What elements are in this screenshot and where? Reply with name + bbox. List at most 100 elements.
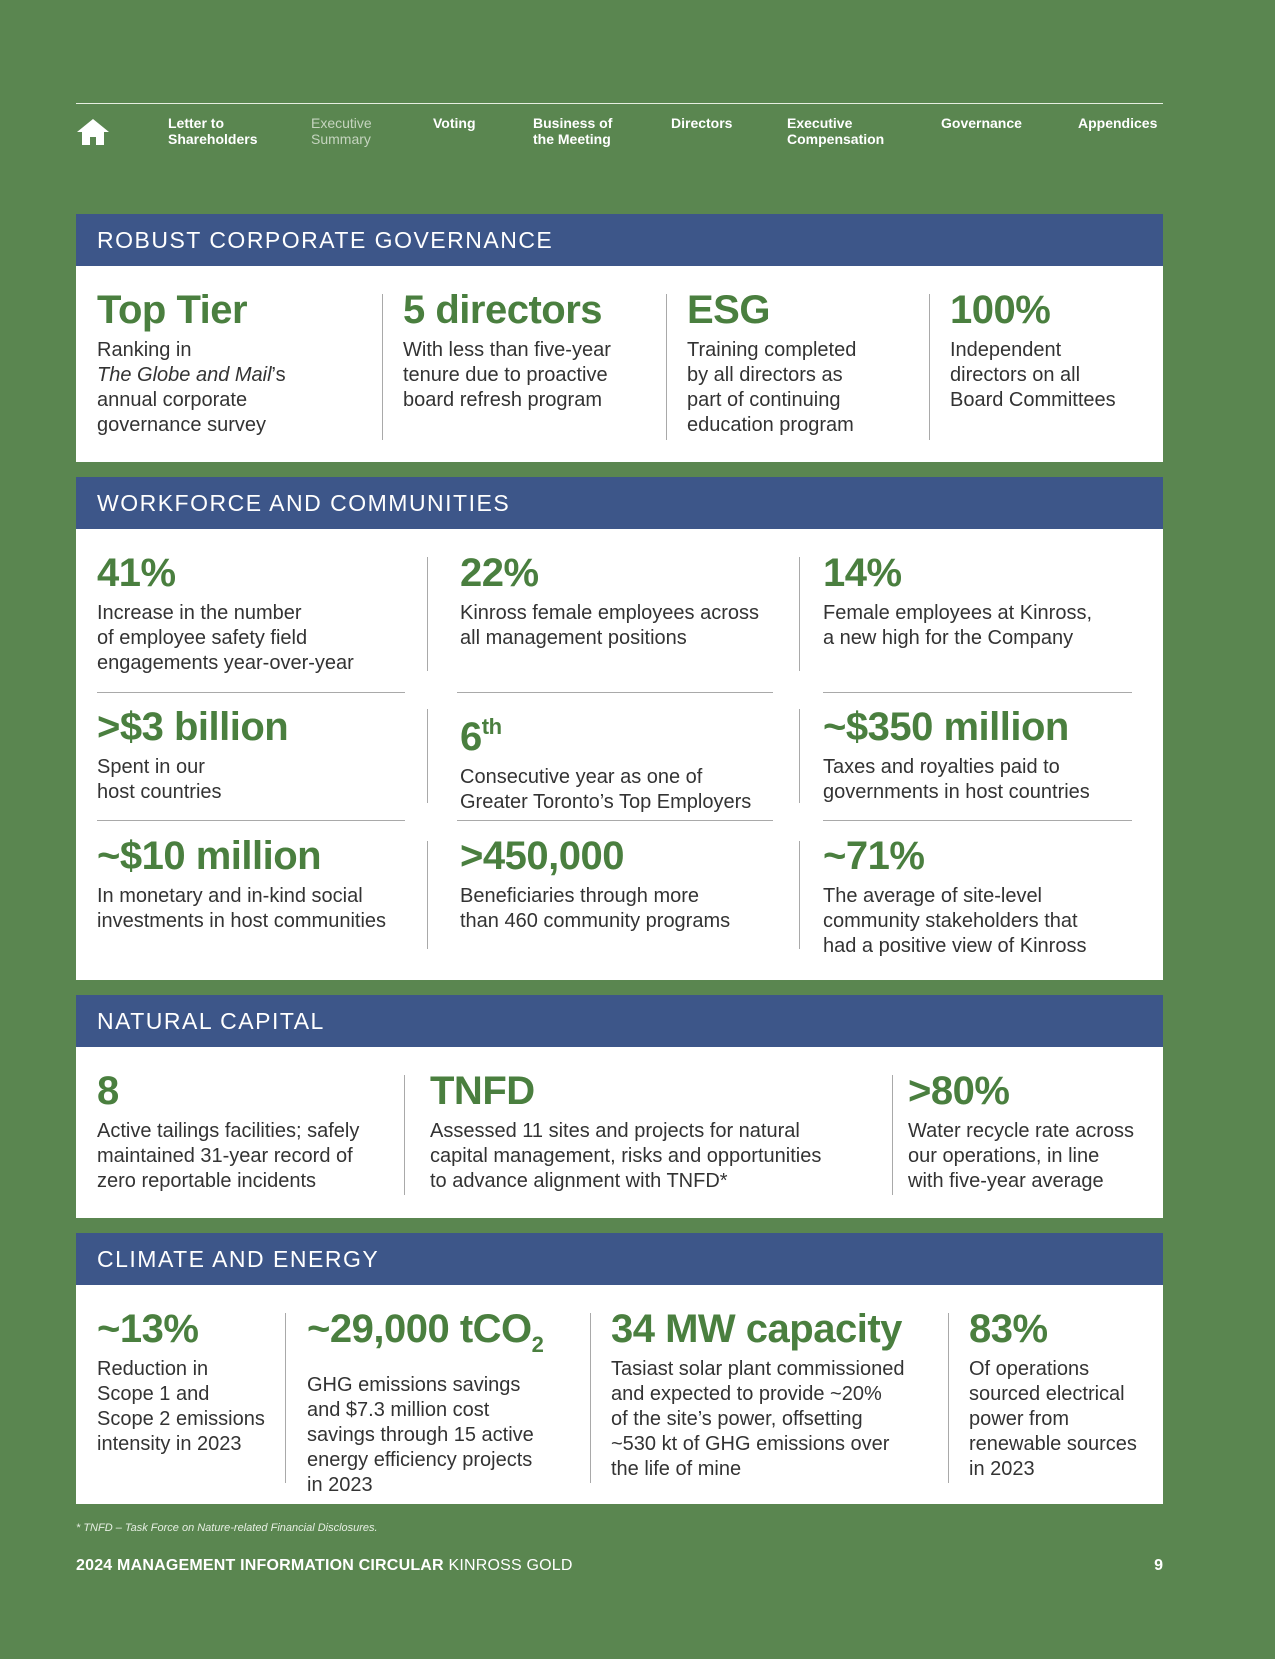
- stat-22-percent: 22% Kinross female employees across all …: [460, 551, 790, 651]
- stat-5-directors: 5 directors With less than five-year ten…: [403, 288, 653, 413]
- column-divider: [799, 709, 800, 803]
- row-divider: [457, 820, 773, 821]
- stat-450000: >450,000 Beneficiaries through more than…: [460, 834, 790, 934]
- nav-governance[interactable]: Governance: [941, 115, 1022, 131]
- stat-350-million: ~$350 million Taxes and royalties paid t…: [823, 705, 1143, 805]
- stat-description: In monetary and in-kind social investmen…: [97, 885, 387, 932]
- stat-value: 41%: [97, 551, 176, 595]
- stat-value: 34 MW capacity: [611, 1307, 902, 1351]
- stat-value: ~$350 million: [823, 705, 1069, 749]
- stat-value: 83%: [969, 1307, 1048, 1351]
- stat-description: Increase in the number of employee safet…: [97, 602, 354, 674]
- stat-value: 8: [97, 1069, 119, 1113]
- stat-80-percent: >80% Water recycle rate across our opera…: [908, 1069, 1158, 1194]
- section-title: WORKFORCE AND COMMUNITIES: [76, 477, 1163, 529]
- stat-description: Water recycle rate across our operations…: [908, 1120, 1134, 1192]
- stat-value: ~13%: [97, 1307, 199, 1351]
- stat-value: 100%: [950, 288, 1051, 332]
- stat-value: >80%: [908, 1069, 1010, 1113]
- column-divider: [948, 1313, 949, 1483]
- stat-description: Female employees at Kinross, a new high …: [823, 602, 1093, 649]
- stat-description: Active tailings facilities; safely maint…: [97, 1120, 360, 1192]
- stat-value: 5 directors: [403, 288, 603, 332]
- column-divider: [427, 557, 428, 671]
- column-divider: [382, 294, 383, 440]
- stat-value: 22%: [460, 551, 539, 595]
- stat-description: Spent in our host countries: [97, 756, 222, 803]
- stat-41-percent: 41% Increase in the number of employee s…: [97, 551, 417, 676]
- section-title: NATURAL CAPITAL: [76, 995, 1163, 1047]
- stat-value: ESG: [687, 288, 770, 332]
- stat-100-percent: 100% Independent directors on all Board …: [950, 288, 1150, 413]
- stat-value: ~$10 million: [97, 834, 322, 878]
- stat-description: Assessed 11 sites and projects for natur…: [430, 1120, 822, 1192]
- stat-10-million: ~$10 million In monetary and in-kind soc…: [97, 834, 417, 934]
- stat-value: 14%: [823, 551, 902, 595]
- stat-6th: 6th Consecutive year as one of Greater T…: [460, 705, 790, 815]
- stat-description: Training completed by all directors as p…: [687, 339, 857, 436]
- row-divider: [823, 692, 1132, 693]
- stat-description: The average of site-level community stak…: [823, 885, 1087, 957]
- climate-energy-section: CLIMATE AND ENERGY ~13% Reduction in Sco…: [76, 1233, 1163, 1504]
- nav-business-of-the-meeting[interactable]: Business of the Meeting: [533, 115, 613, 147]
- stat-value: ~71%: [823, 834, 925, 878]
- stat-value: >$3 billion: [97, 705, 289, 749]
- home-icon[interactable]: [76, 118, 110, 146]
- column-divider: [666, 294, 667, 440]
- stat-8-tailings: 8 Active tailings facilities; safely mai…: [97, 1069, 397, 1194]
- row-divider: [97, 692, 405, 693]
- column-divider: [404, 1075, 405, 1195]
- governance-section: ROBUST CORPORATE GOVERNANCE Top Tier Ran…: [76, 214, 1163, 462]
- row-divider: [823, 820, 1132, 821]
- stat-description: Kinross female employees across all mana…: [460, 602, 760, 649]
- stat-value: Top Tier: [97, 288, 248, 332]
- column-divider: [929, 294, 930, 440]
- column-divider: [427, 841, 428, 949]
- stat-description: Ranking in The Globe and Mail’s annual co…: [97, 339, 286, 436]
- stat-esg: ESG Training completed by all directors …: [687, 288, 917, 438]
- footnote: * TNFD – Task Force on Nature-related Fi…: [76, 1522, 378, 1534]
- stat-83-percent: 83% Of operations sourced electrical pow…: [969, 1307, 1159, 1482]
- stat-value: >450,000: [460, 834, 624, 878]
- footer-title: 2024 MANAGEMENT INFORMATION CIRCULAR KIN…: [76, 1557, 573, 1574]
- nav-voting[interactable]: Voting: [433, 115, 476, 131]
- stat-description: Beneficiaries through more than 460 comm…: [460, 885, 731, 932]
- nav-appendices[interactable]: Appendices: [1078, 115, 1158, 131]
- column-divider: [799, 841, 800, 949]
- stat-29000-tco2: ~29,000 tCO2 GHG emissions savings and $…: [307, 1307, 587, 1498]
- stat-3-billion: >$3 billion Spent in our host countries: [97, 705, 417, 805]
- page-number: 9: [1154, 1557, 1163, 1574]
- stat-value: ~29,000 tCO2: [307, 1307, 544, 1357]
- stat-description: With less than five-year tenure due to p…: [403, 339, 611, 411]
- nav-letter-to-shareholders[interactable]: Letter to Shareholders: [168, 115, 258, 147]
- nav-directors[interactable]: Directors: [671, 115, 733, 131]
- column-divider: [285, 1313, 286, 1483]
- section-title: CLIMATE AND ENERGY: [76, 1233, 1163, 1285]
- column-divider: [590, 1313, 591, 1483]
- stat-description: Reduction in Scope 1 and Scope 2 emissio…: [97, 1358, 265, 1455]
- stat-value: 6th: [460, 714, 502, 759]
- stat-13-percent: ~13% Reduction in Scope 1 and Scope 2 em…: [97, 1307, 282, 1457]
- stat-description: Independent directors on all Board Commi…: [950, 339, 1116, 411]
- section-title: ROBUST CORPORATE GOVERNANCE: [76, 214, 1163, 266]
- workforce-section: WORKFORCE AND COMMUNITIES 41% Increase i…: [76, 477, 1163, 980]
- stat-description: Of operations sourced electrical power f…: [969, 1358, 1137, 1480]
- nav-executive-compensation[interactable]: Executive Compensation: [787, 115, 885, 147]
- stat-value: TNFD: [430, 1069, 535, 1113]
- stat-description: Consecutive year as one of Greater Toron…: [460, 766, 752, 813]
- stat-description: Taxes and royalties paid to governments …: [823, 756, 1090, 803]
- column-divider: [892, 1075, 893, 1195]
- row-divider: [457, 692, 773, 693]
- stat-34-mw: 34 MW capacity Tasiast solar plant commi…: [611, 1307, 941, 1482]
- stat-description: Tasiast solar plant commissioned and exp…: [611, 1358, 905, 1480]
- natural-capital-section: NATURAL CAPITAL 8 Active tailings facili…: [76, 995, 1163, 1218]
- column-divider: [799, 557, 800, 671]
- column-divider: [427, 709, 428, 803]
- nav-divider: [76, 103, 1163, 104]
- nav-executive-summary[interactable]: Executive Summary: [311, 115, 372, 147]
- stat-tnfd: TNFD Assessed 11 sites and projects for …: [430, 1069, 885, 1194]
- stat-top-tier: Top Tier Ranking in The Globe and Mail’s …: [97, 288, 367, 438]
- stat-14-percent: 14% Female employees at Kinross, a new h…: [823, 551, 1143, 651]
- stat-description: GHG emissions savings and $7.3 million c…: [307, 1374, 534, 1496]
- stat-71-percent: ~71% The average of site-level community…: [823, 834, 1143, 959]
